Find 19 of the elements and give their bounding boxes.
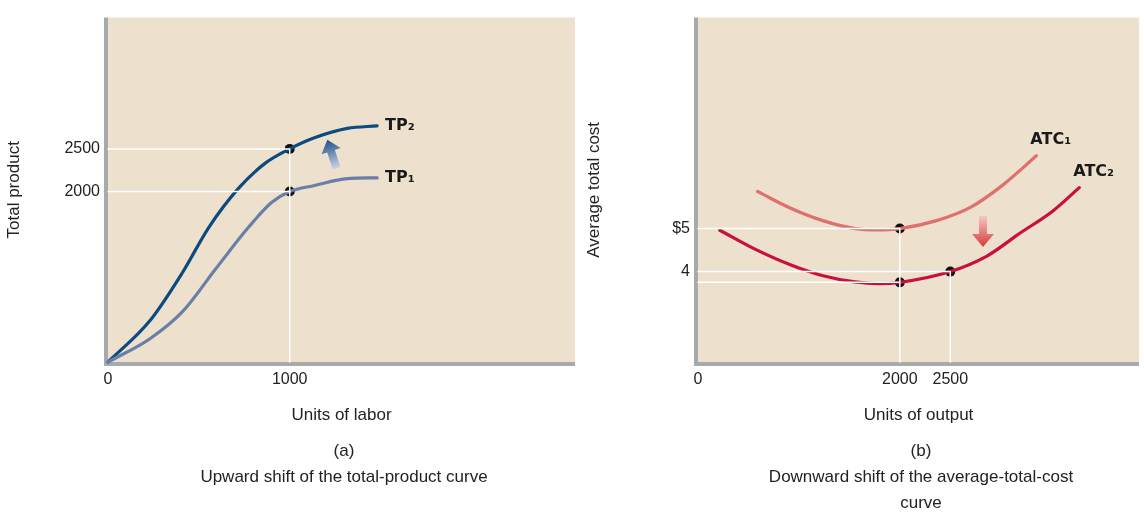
x-tick-label: 1000 xyxy=(271,370,308,388)
x-tick-label: 2000 xyxy=(882,370,918,388)
text: Upward shift of the total-product curve xyxy=(199,466,489,488)
series-label: ATC₂ xyxy=(1073,160,1115,180)
series-label: TP₂ xyxy=(385,115,415,135)
x-tick-label: 2500 xyxy=(932,370,969,388)
y-tick-label: 4 xyxy=(681,262,691,279)
series-label: ATC₁ xyxy=(1030,128,1072,148)
y-tick-label: $5 xyxy=(672,218,691,236)
x-tick-label: 0 xyxy=(693,370,703,388)
y-axis-title: Average total cost xyxy=(583,121,603,258)
text: (b) xyxy=(909,440,933,462)
x-axis-title: Units of output xyxy=(863,405,974,425)
y-axis-title: Total product xyxy=(3,140,23,239)
x-axis-title: Units of labor xyxy=(291,405,392,425)
text: Downward shift of the average-total-cost curve xyxy=(767,466,1075,514)
series-label: TP₁ xyxy=(385,167,415,187)
x-tick-label: 0 xyxy=(103,370,113,388)
text: (a) xyxy=(332,440,356,462)
